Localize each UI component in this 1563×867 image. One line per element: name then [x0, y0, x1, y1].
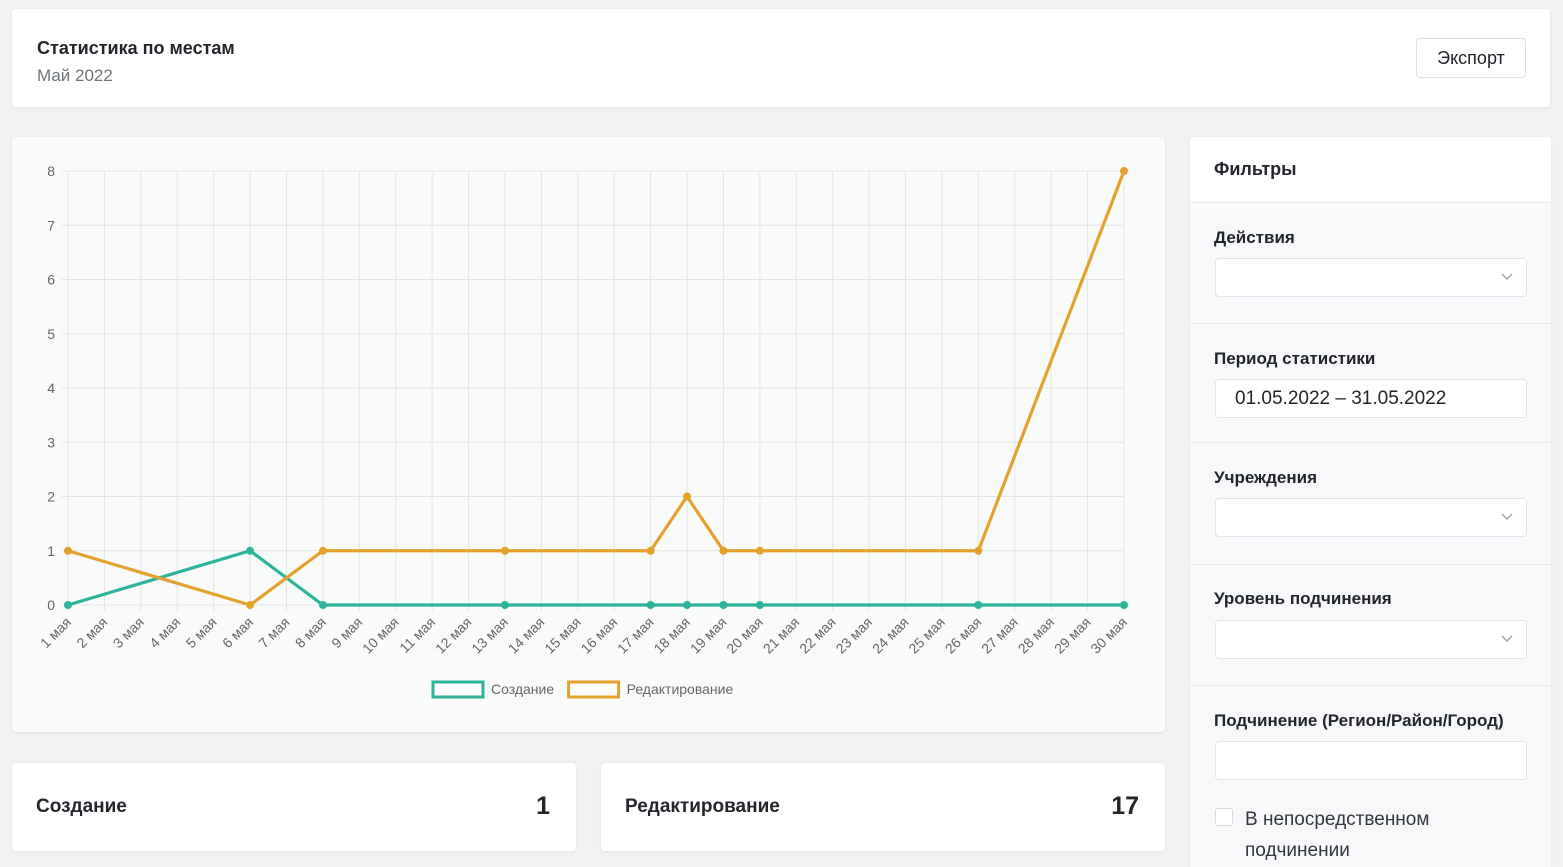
page-subtitle: Май 2022 [37, 66, 113, 85]
x-tick-label: 23 мая [832, 614, 875, 657]
divider [1190, 685, 1551, 686]
x-tick-label: 14 мая [505, 614, 548, 657]
x-tick-label: 12 мая [432, 614, 475, 657]
period-date-range-input[interactable]: 01.05.2022 – 31.05.2022 [1215, 379, 1527, 418]
data-point [755, 546, 764, 555]
institutions-select[interactable] [1215, 498, 1527, 537]
actions-label: Действия [1214, 228, 1295, 247]
series-line [67, 170, 1126, 607]
y-tick-label: 4 [47, 380, 55, 396]
data-point [755, 601, 764, 609]
filters-title: Фильтры [1214, 159, 1297, 179]
y-tick-label: 6 [47, 272, 55, 288]
stat-edit-label: Редактирование [625, 796, 780, 817]
stat-create-value: 1 [536, 792, 550, 820]
x-tick-label: 17 мая [614, 614, 657, 657]
data-point [646, 601, 655, 609]
data-point [683, 492, 692, 501]
data-point [1120, 601, 1128, 609]
x-tick-label: 3 мая [110, 614, 147, 651]
x-tick-label: 4 мая [146, 614, 183, 651]
x-tick-label: 11 мая [396, 614, 438, 656]
data-point [246, 546, 255, 555]
divider [1190, 442, 1551, 443]
data-point [318, 546, 327, 555]
page-header: Статистика по местам Май 2022 Экспорт [12, 9, 1550, 107]
x-tick-label: 19 мая [687, 614, 730, 657]
line-chart: 0 1 2 3 4 5 6 7 8 1 мая 2 мая 3 мая 4 мая 5 мая 6 мая 7… [37, 163, 1130, 699]
data-point [683, 601, 692, 609]
page-title: Статистика по местам [37, 38, 235, 58]
data-point [646, 546, 655, 555]
data-point [64, 546, 72, 555]
data-point [1120, 167, 1128, 175]
x-tick-label: 21 мая [760, 614, 803, 657]
data-point [719, 601, 728, 609]
export-button[interactable]: Экспорт [1416, 38, 1526, 78]
x-tick-label: 24 мая [869, 614, 912, 657]
chevron-down-icon [1501, 635, 1513, 642]
period-value: 01.05.2022 – 31.05.2022 [1235, 388, 1447, 409]
x-tick-label: 25 мая [905, 614, 948, 657]
divider [1190, 202, 1551, 203]
x-tick-label: 8 мая [292, 614, 329, 651]
y-tick-label: 5 [47, 326, 55, 342]
stat-card-edit: Редактирование 17 [601, 763, 1165, 851]
data-point [974, 546, 983, 555]
y-tick-label: 2 [47, 489, 55, 505]
level-select[interactable] [1215, 620, 1527, 659]
x-tick-label: 5 мая [183, 614, 220, 651]
legend-label: Создание [491, 681, 554, 697]
x-tick-label: 30 мая [1087, 614, 1130, 657]
subordination-input[interactable] [1215, 741, 1527, 780]
chevron-down-icon [1501, 513, 1513, 520]
legend-label: Редактирование [627, 681, 734, 697]
data-point [719, 546, 728, 555]
chart-panel: 0 1 2 3 4 5 6 7 8 1 мая 2 мая 3 мая 4 мая 5 мая 6 мая 7… [12, 137, 1165, 732]
y-tick-label: 3 [47, 434, 55, 450]
divider [1190, 564, 1551, 565]
actions-select[interactable] [1215, 258, 1527, 297]
x-tick-label: 1 мая [37, 614, 74, 651]
data-point [500, 601, 509, 609]
data-point [500, 546, 509, 555]
legend-swatch [567, 680, 621, 699]
x-tick-label: 29 мая [1051, 614, 1094, 657]
institutions-label: Учреждения [1214, 468, 1317, 487]
subordination-label: Подчинение (Регион/Район/Город) [1214, 711, 1504, 730]
x-tick-label: 18 мая [650, 614, 693, 657]
x-tick-label: 22 мая [796, 614, 839, 657]
data-point [246, 601, 255, 609]
x-tick-label: 27 мая [978, 614, 1021, 657]
y-tick-label: 1 [47, 543, 55, 559]
x-tick-label: 6 мая [219, 614, 256, 651]
y-tick-label: 0 [47, 597, 55, 613]
stat-create-label: Создание [36, 796, 127, 817]
y-tick-label: 8 [47, 163, 55, 179]
direct-subordination-checkbox[interactable] [1215, 808, 1233, 826]
x-tick-label: 2 мая [73, 614, 110, 651]
x-tick-label: 26 мая [942, 614, 985, 657]
legend-swatch [431, 680, 485, 699]
x-tick-label: 7 мая [255, 614, 292, 651]
level-label: Уровень подчинения [1214, 589, 1392, 608]
x-tick-label: 16 мая [578, 614, 621, 657]
x-tick-label: 10 мая [359, 614, 402, 657]
filters-panel: Фильтры Действия Период статистики 01.05… [1190, 137, 1551, 867]
x-tick-label: 13 мая [468, 614, 511, 657]
x-tick-label: 15 мая [541, 614, 584, 657]
data-point [318, 601, 327, 609]
divider [1190, 323, 1551, 324]
chevron-down-icon [1501, 273, 1513, 280]
period-label: Период статистики [1214, 349, 1376, 368]
y-tick-label: 7 [47, 217, 55, 233]
stat-edit-value: 17 [1111, 792, 1139, 820]
stat-card-create: Создание 1 [12, 763, 576, 851]
direct-subordination-label: В непосредственном подчинении [1245, 809, 1430, 861]
data-point [64, 601, 72, 609]
x-tick-label: 20 мая [723, 614, 766, 657]
x-tick-label: 28 мая [1015, 614, 1058, 657]
data-point [974, 601, 983, 609]
